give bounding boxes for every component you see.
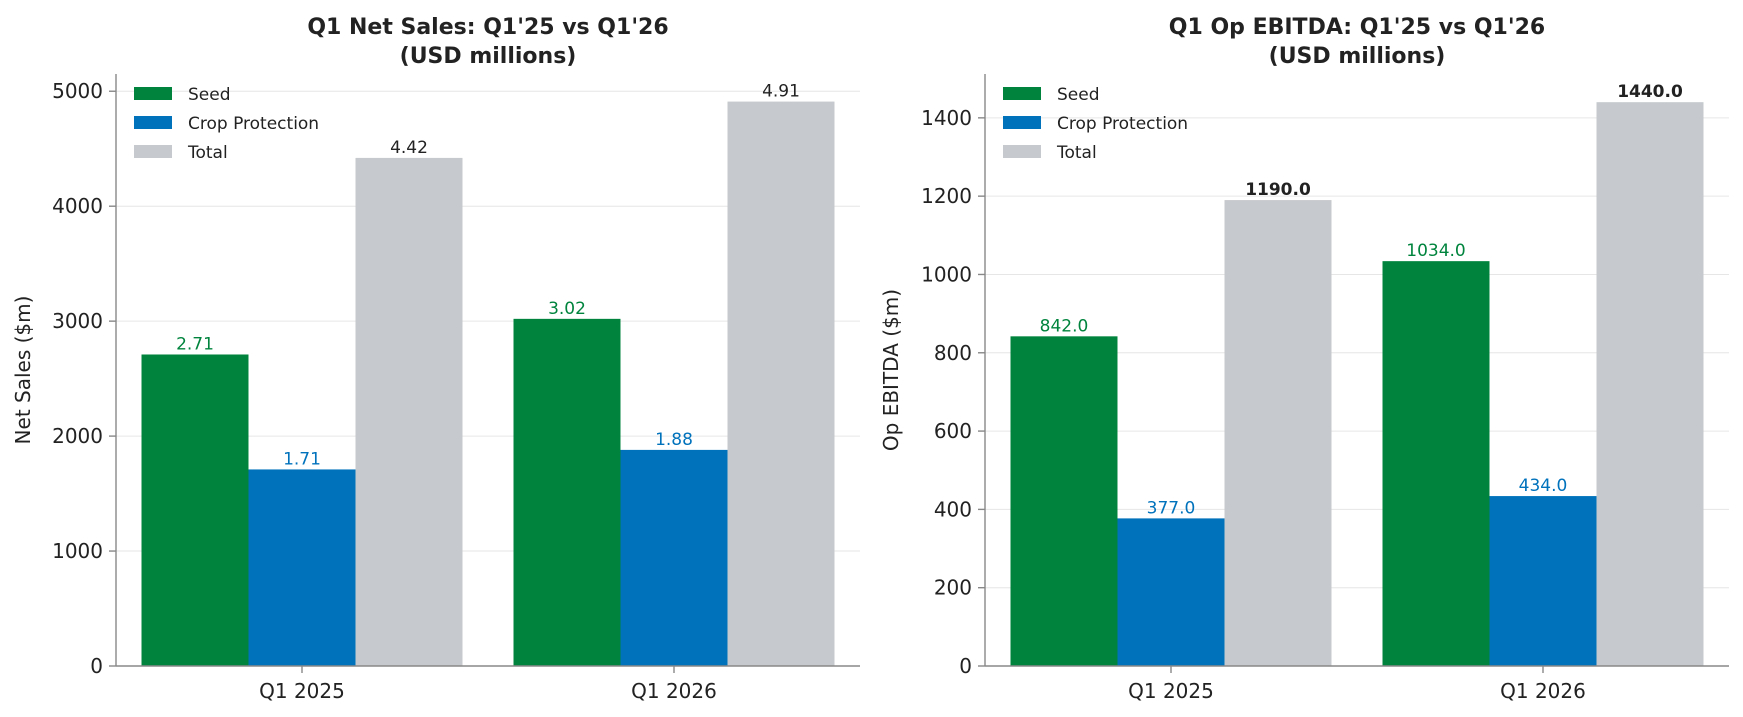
legend-label-seed: Seed	[1057, 85, 1100, 105]
data-label: 2.71	[176, 334, 214, 354]
y-tick-label: 400	[934, 497, 972, 521]
data-label: 1.71	[283, 449, 321, 469]
data-label: 1034.0	[1406, 241, 1465, 261]
legend-swatch-seed	[1003, 87, 1041, 100]
legend-swatch-total	[1003, 145, 1041, 158]
data-label: 1.88	[655, 430, 693, 450]
y-tick-label: 4000	[52, 194, 103, 218]
y-tick-label: 3000	[52, 309, 103, 333]
y-axis-label: Net Sales ($m)	[11, 296, 35, 445]
x-tick-label: Q1 2025	[259, 679, 345, 703]
bar-seed-1	[513, 318, 621, 666]
chart-title-line: (USD millions)	[1269, 44, 1446, 69]
data-label: 4.42	[390, 138, 428, 158]
bar-crop-1	[1489, 496, 1597, 666]
legend-label-seed: Seed	[188, 85, 231, 105]
bar-crop-0	[248, 469, 356, 666]
legend-label-total: Total	[187, 143, 228, 163]
y-tick-label: 1400	[921, 106, 972, 130]
y-tick-label: 1200	[921, 184, 972, 208]
data-label: 1440.0	[1617, 82, 1683, 102]
legend-swatch-seed	[134, 87, 172, 100]
y-tick-label: 1000	[52, 539, 103, 563]
x-tick-label: Q1 2026	[1500, 679, 1586, 703]
data-label: 377.0	[1147, 498, 1196, 518]
bar-crop-0	[1117, 518, 1225, 666]
chart-title-line: Q1 Op EBITDA: Q1'25 vs Q1'26	[1169, 15, 1545, 40]
y-axis-label: Op EBITDA ($m)	[879, 289, 903, 451]
y-tick-label: 200	[934, 576, 972, 600]
data-label: 842.0	[1040, 316, 1089, 336]
bar-seed-1	[1382, 261, 1490, 666]
data-label: 434.0	[1519, 476, 1568, 496]
y-tick-label: 5000	[52, 79, 103, 103]
bar-total-1	[1596, 102, 1704, 666]
op-ebitda-chart: Q1 Op EBITDA: Q1'25 vs Q1'26 (USD million…	[879, 15, 1729, 703]
bar-seed-0	[1010, 336, 1118, 666]
legend-swatch-crop	[1003, 116, 1041, 129]
data-label: 4.91	[762, 82, 800, 102]
bar-total-0	[355, 157, 463, 667]
x-tick-label: Q1 2026	[631, 679, 717, 703]
bar-total-1	[727, 101, 835, 666]
legend-label-total: Total	[1056, 143, 1097, 163]
chart-title-line: (USD millions)	[400, 44, 577, 69]
y-tick-label: 600	[934, 419, 972, 443]
net-sales-chart: Q1 Net Sales: Q1'25 vs Q1'26 (USD million…	[11, 15, 860, 703]
data-label: 3.02	[548, 299, 586, 319]
legend-label-crop: Crop Protection	[1057, 114, 1188, 134]
y-tick-label: 0	[959, 654, 972, 678]
bar-seed-0	[141, 354, 249, 666]
legend-label-crop: Crop Protection	[188, 114, 319, 134]
y-tick-label: 0	[90, 654, 103, 678]
chart-title-line: Q1 Net Sales: Q1'25 vs Q1'26	[307, 15, 668, 40]
legend-swatch-crop	[134, 116, 172, 129]
data-label: 1190.0	[1245, 180, 1311, 200]
y-tick-label: 2000	[52, 424, 103, 448]
x-tick-label: Q1 2025	[1128, 679, 1214, 703]
legend-swatch-total	[134, 145, 172, 158]
y-tick-label: 800	[934, 341, 972, 365]
bar-crop-1	[620, 449, 728, 666]
bar-total-0	[1224, 200, 1332, 666]
y-tick-label: 1000	[921, 262, 972, 286]
